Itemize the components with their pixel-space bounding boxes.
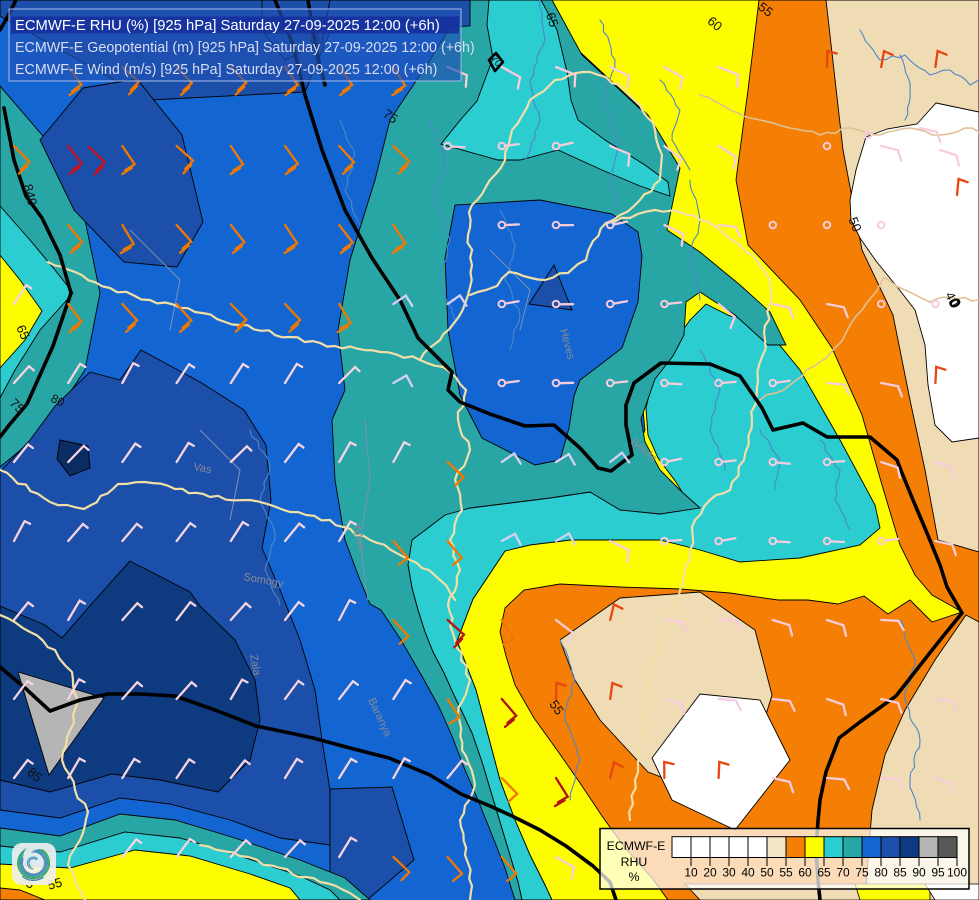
svg-text:60: 60 xyxy=(798,866,812,880)
svg-text:70: 70 xyxy=(836,866,850,880)
svg-text:840: 840 xyxy=(20,182,40,207)
svg-text:%: % xyxy=(629,870,640,884)
svg-text:ECMWF-E RHU (%) [925 hPa] Satu: ECMWF-E RHU (%) [925 hPa] Saturday 27-09… xyxy=(15,18,440,34)
svg-text:55: 55 xyxy=(779,866,793,880)
svg-text:20: 20 xyxy=(703,866,717,880)
svg-text:80: 80 xyxy=(874,866,888,880)
svg-text:ECMWF-E Geopotential (m) [925: ECMWF-E Geopotential (m) [925 hPa] Satur… xyxy=(15,40,475,56)
svg-text:Vas: Vas xyxy=(192,461,212,476)
svg-text:75: 75 xyxy=(855,866,869,880)
svg-text:80: 80 xyxy=(49,391,67,409)
svg-text:65: 65 xyxy=(13,322,33,341)
svg-text:ECMWF-E Wind (m/s) [925 hPa] S: ECMWF-E Wind (m/s) [925 hPa] Saturday 27… xyxy=(15,62,437,78)
svg-text:65: 65 xyxy=(543,10,562,28)
svg-text:95: 95 xyxy=(931,866,945,880)
svg-text:90: 90 xyxy=(912,866,926,880)
svg-text:65: 65 xyxy=(817,866,831,880)
svg-text:85: 85 xyxy=(893,866,907,880)
svg-text:40: 40 xyxy=(942,289,962,308)
svg-text:ECMWF-E: ECMWF-E xyxy=(607,839,666,853)
svg-text:50: 50 xyxy=(846,215,865,234)
svg-text:RHU: RHU xyxy=(621,855,648,869)
svg-text:75: 75 xyxy=(380,106,400,127)
svg-text:40: 40 xyxy=(741,866,755,880)
svg-text:10: 10 xyxy=(684,866,698,880)
svg-text:Zala: Zala xyxy=(247,653,263,677)
svg-text:100: 100 xyxy=(947,866,967,880)
svg-text:30: 30 xyxy=(722,866,736,880)
svg-text:55: 55 xyxy=(546,697,567,717)
svg-text:50: 50 xyxy=(760,866,774,880)
